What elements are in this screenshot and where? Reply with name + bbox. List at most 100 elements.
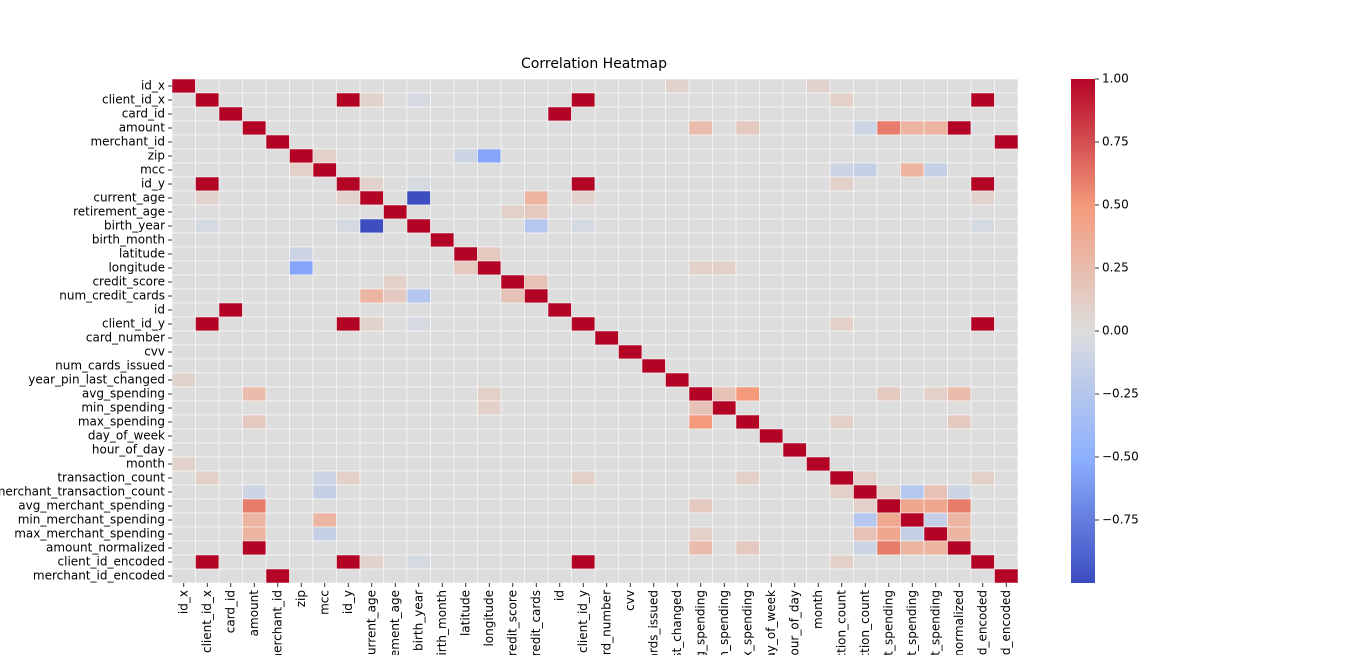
heatmap-cell <box>759 456 784 472</box>
heatmap-cell <box>665 288 690 304</box>
heatmap-cell <box>853 120 878 136</box>
heatmap-cell <box>782 344 807 360</box>
heatmap-cell <box>641 330 666 346</box>
heatmap-cell <box>571 442 596 458</box>
heatmap-cell <box>665 148 690 164</box>
heatmap-cell <box>947 204 972 220</box>
heatmap-cell <box>876 526 901 542</box>
x-tick-label: current_age <box>364 590 378 655</box>
heatmap-cell <box>571 554 596 570</box>
heatmap-cell <box>242 162 267 178</box>
heatmap-cell <box>430 302 455 318</box>
heatmap-cell <box>806 512 831 528</box>
heatmap-cell <box>665 106 690 122</box>
heatmap-cell <box>171 512 196 528</box>
heatmap-cell <box>430 554 455 570</box>
heatmap-cell <box>782 428 807 444</box>
heatmap-cell <box>923 162 948 178</box>
heatmap-cell <box>430 484 455 500</box>
heatmap-cell <box>876 190 901 206</box>
heatmap-cell <box>500 288 525 304</box>
y-tick-label: transaction_count <box>57 471 165 485</box>
heatmap-cell <box>265 190 290 206</box>
heatmap-cell <box>970 78 995 94</box>
heatmap-cell <box>970 260 995 276</box>
y-tick-label: avg_merchant_spending <box>18 499 165 513</box>
heatmap-cell <box>383 246 408 262</box>
x-tick-label: credit_score <box>505 590 519 655</box>
heatmap-cell <box>336 554 361 570</box>
heatmap-cell <box>994 106 1019 122</box>
heatmap-cell <box>594 428 619 444</box>
heatmap-cell <box>594 330 619 346</box>
heatmap-cell <box>876 344 901 360</box>
heatmap-cell <box>665 512 690 528</box>
y-tick-label: merchant_id_encoded <box>33 569 165 583</box>
heatmap-cell <box>665 470 690 486</box>
heatmap-cell <box>289 456 314 472</box>
heatmap-cell <box>735 456 760 472</box>
heatmap-cell <box>688 204 713 220</box>
heatmap-cell <box>312 288 337 304</box>
heatmap-cell <box>641 302 666 318</box>
heatmap-cell <box>312 190 337 206</box>
heatmap-cell <box>242 316 267 332</box>
heatmap-cell <box>171 148 196 164</box>
heatmap-cell <box>970 414 995 430</box>
heatmap-cell <box>571 78 596 94</box>
heatmap-cell <box>289 148 314 164</box>
heatmap-cell <box>218 470 243 486</box>
heatmap-cell <box>900 330 925 346</box>
heatmap-cell <box>665 274 690 290</box>
heatmap-cell <box>994 512 1019 528</box>
heatmap-cell <box>688 330 713 346</box>
heatmap-cell <box>829 316 854 332</box>
heatmap-cell <box>195 512 220 528</box>
heatmap-cell <box>923 372 948 388</box>
heatmap-cell <box>195 260 220 276</box>
heatmap-cell <box>665 190 690 206</box>
heatmap-cell <box>876 316 901 332</box>
heatmap-cell <box>547 442 572 458</box>
heatmap-cell <box>641 134 666 150</box>
heatmap-cell <box>829 554 854 570</box>
heatmap-cell <box>265 386 290 402</box>
heatmap-cell <box>336 204 361 220</box>
heatmap-cell <box>618 484 643 500</box>
heatmap-cell <box>759 134 784 150</box>
heatmap-cell <box>336 92 361 108</box>
x-tick-label: zip <box>294 590 308 607</box>
heatmap-cell <box>430 204 455 220</box>
heatmap-cell <box>265 456 290 472</box>
heatmap-cell <box>218 78 243 94</box>
heatmap-cell <box>265 316 290 332</box>
heatmap-cell <box>900 358 925 374</box>
heatmap-cell <box>171 554 196 570</box>
heatmap-cell <box>688 288 713 304</box>
heatmap-cell <box>242 568 267 584</box>
heatmap-cell <box>641 260 666 276</box>
heatmap-cell <box>571 148 596 164</box>
x-tick-label: hour_of_day <box>787 590 801 655</box>
heatmap-cell <box>923 414 948 430</box>
heatmap-cell <box>430 498 455 514</box>
heatmap-cell <box>712 568 737 584</box>
heatmap-cell <box>383 456 408 472</box>
heatmap-cell <box>336 218 361 234</box>
heatmap-cell <box>782 456 807 472</box>
chart-title: Correlation Heatmap <box>521 56 667 72</box>
heatmap-cell <box>242 78 267 94</box>
heatmap-cell <box>312 526 337 542</box>
heatmap-cell <box>947 498 972 514</box>
heatmap-cell <box>500 470 525 486</box>
heatmap-cell <box>195 442 220 458</box>
heatmap-cell <box>547 106 572 122</box>
heatmap-cell <box>547 568 572 584</box>
x-tick-label: num_credit_cards <box>529 590 543 655</box>
heatmap-cell <box>242 92 267 108</box>
heatmap-cell <box>171 190 196 206</box>
heatmap-cell <box>218 344 243 360</box>
heatmap-cell <box>195 232 220 248</box>
heatmap-cell <box>876 512 901 528</box>
colorbar-tick-label: −0.25 <box>1102 387 1139 401</box>
